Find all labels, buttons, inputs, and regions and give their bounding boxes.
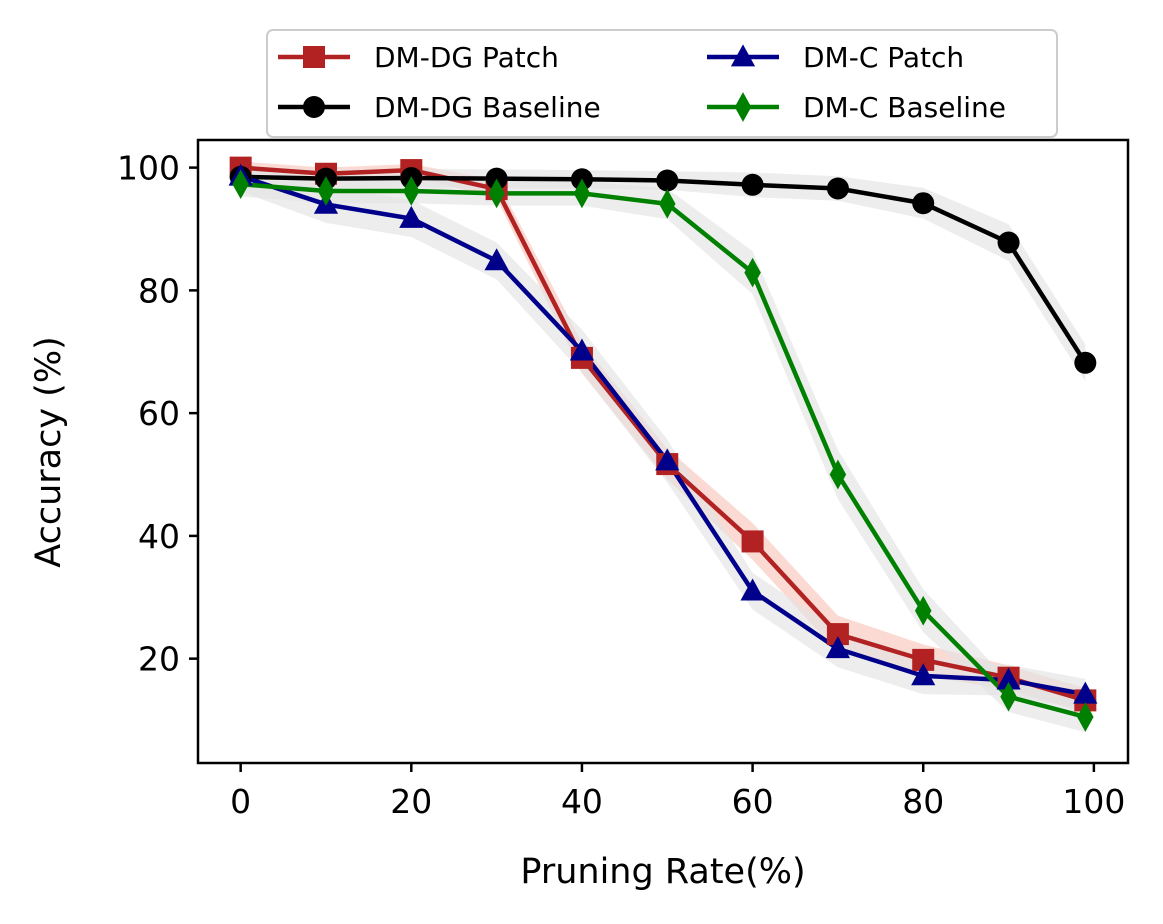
dm-dg-patch-line bbox=[240, 165, 1086, 703]
y-tick-label: 40 bbox=[138, 517, 180, 556]
dm-c-baseline-point bbox=[1000, 681, 1017, 712]
x-tick-label: 60 bbox=[732, 782, 774, 821]
y-tick-label: 20 bbox=[138, 640, 180, 679]
dm-c-patch-point bbox=[399, 205, 424, 228]
dm-c-baseline-point bbox=[317, 176, 335, 206]
legend-label: DM-C Baseline bbox=[803, 91, 1006, 124]
dm-c-patch-point bbox=[569, 338, 595, 361]
legend-items: DM-DG Patch DM-DG Baseline DM-C Patch DM-C … bbox=[278, 41, 1006, 124]
legend-marker bbox=[303, 96, 325, 118]
x-tick-label: 0 bbox=[230, 782, 251, 821]
x-tick-label: 40 bbox=[561, 782, 603, 821]
dm-dg-patch-point bbox=[912, 648, 935, 671]
legend-item-dm-dg-baseline: DM-DG Baseline bbox=[278, 91, 601, 124]
x-axis-ticks: 0 20 40 60 80 100 bbox=[230, 763, 1125, 821]
y-tick-label: 100 bbox=[117, 149, 180, 188]
dm-c-patch-point bbox=[996, 667, 1021, 690]
dm-dg-patch-point bbox=[741, 530, 764, 553]
x-tick-label: 100 bbox=[1062, 782, 1125, 821]
dm-c-baseline-point bbox=[829, 459, 847, 490]
dm-dg-patch-point bbox=[826, 623, 849, 646]
dm-c-baseline-point bbox=[488, 178, 505, 209]
series-markers bbox=[228, 156, 1098, 732]
y-tick-label: 60 bbox=[138, 394, 180, 433]
dm-dg-baseline-point bbox=[826, 177, 849, 200]
x-axis-label: Pruning Rate(%) bbox=[520, 852, 805, 892]
legend: DM-DG Patch DM-DG Baseline DM-C Patch DM-C … bbox=[266, 29, 1058, 138]
legend-box bbox=[266, 29, 1058, 138]
dm-c-baseline-point bbox=[659, 188, 676, 219]
x-tick-label: 80 bbox=[902, 782, 944, 821]
legend-marker bbox=[303, 46, 325, 68]
y-tick-label: 80 bbox=[138, 271, 180, 310]
legend-item-dm-c-patch: DM-C Patch bbox=[707, 41, 964, 74]
dm-c-baseline-point bbox=[573, 178, 591, 209]
legend-item-dm-dg-patch: DM-DG Patch bbox=[278, 41, 559, 74]
dm-dg-baseline-point bbox=[997, 231, 1020, 254]
dm-c-patch-point bbox=[911, 663, 936, 686]
dm-c-patch-point bbox=[655, 448, 680, 471]
dm-c-baseline-point bbox=[1077, 702, 1094, 732]
dm-c-baseline-point bbox=[914, 595, 932, 626]
dm-dg-baseline-point bbox=[656, 169, 679, 192]
legend-label: DM-DG Baseline bbox=[374, 91, 601, 124]
dm-c-baseline-point bbox=[232, 169, 249, 200]
dm-c-patch-point bbox=[825, 636, 851, 659]
x-tick-label: 20 bbox=[390, 782, 432, 821]
legend-marker bbox=[734, 92, 752, 122]
plot-frame bbox=[196, 138, 1130, 765]
legend-label: DM-DG Patch bbox=[374, 41, 559, 74]
y-axis-label: Accuracy (%) bbox=[29, 336, 69, 567]
dm-c-patch-point bbox=[1073, 681, 1098, 704]
legend-marker bbox=[730, 44, 756, 67]
dm-c-patch-band bbox=[240, 160, 1086, 710]
legend-item-dm-c-baseline: DM-C Baseline bbox=[707, 91, 1006, 124]
dm-dg-baseline-point bbox=[912, 192, 935, 215]
dm-c-baseline-point bbox=[744, 257, 761, 288]
dm-dg-baseline-point bbox=[1074, 351, 1097, 374]
dm-c-patch-point bbox=[484, 248, 509, 271]
legend-label: DM-C Patch bbox=[803, 41, 964, 74]
dm-c-patch-point bbox=[740, 578, 765, 601]
dm-c-baseline-point bbox=[403, 176, 420, 206]
y-axis-ticks: 20 40 60 80 100 bbox=[117, 149, 198, 679]
dm-dg-baseline-point bbox=[741, 173, 764, 196]
